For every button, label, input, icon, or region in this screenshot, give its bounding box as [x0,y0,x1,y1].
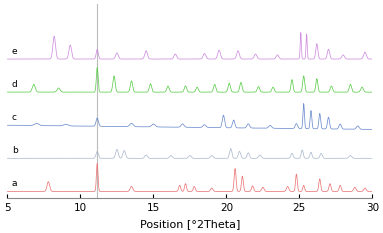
Text: e: e [12,47,18,55]
Text: c: c [12,113,17,122]
Text: b: b [12,146,18,155]
X-axis label: Position [°2Theta]: Position [°2Theta] [140,219,240,229]
Text: d: d [12,80,18,89]
Text: a: a [12,179,17,188]
